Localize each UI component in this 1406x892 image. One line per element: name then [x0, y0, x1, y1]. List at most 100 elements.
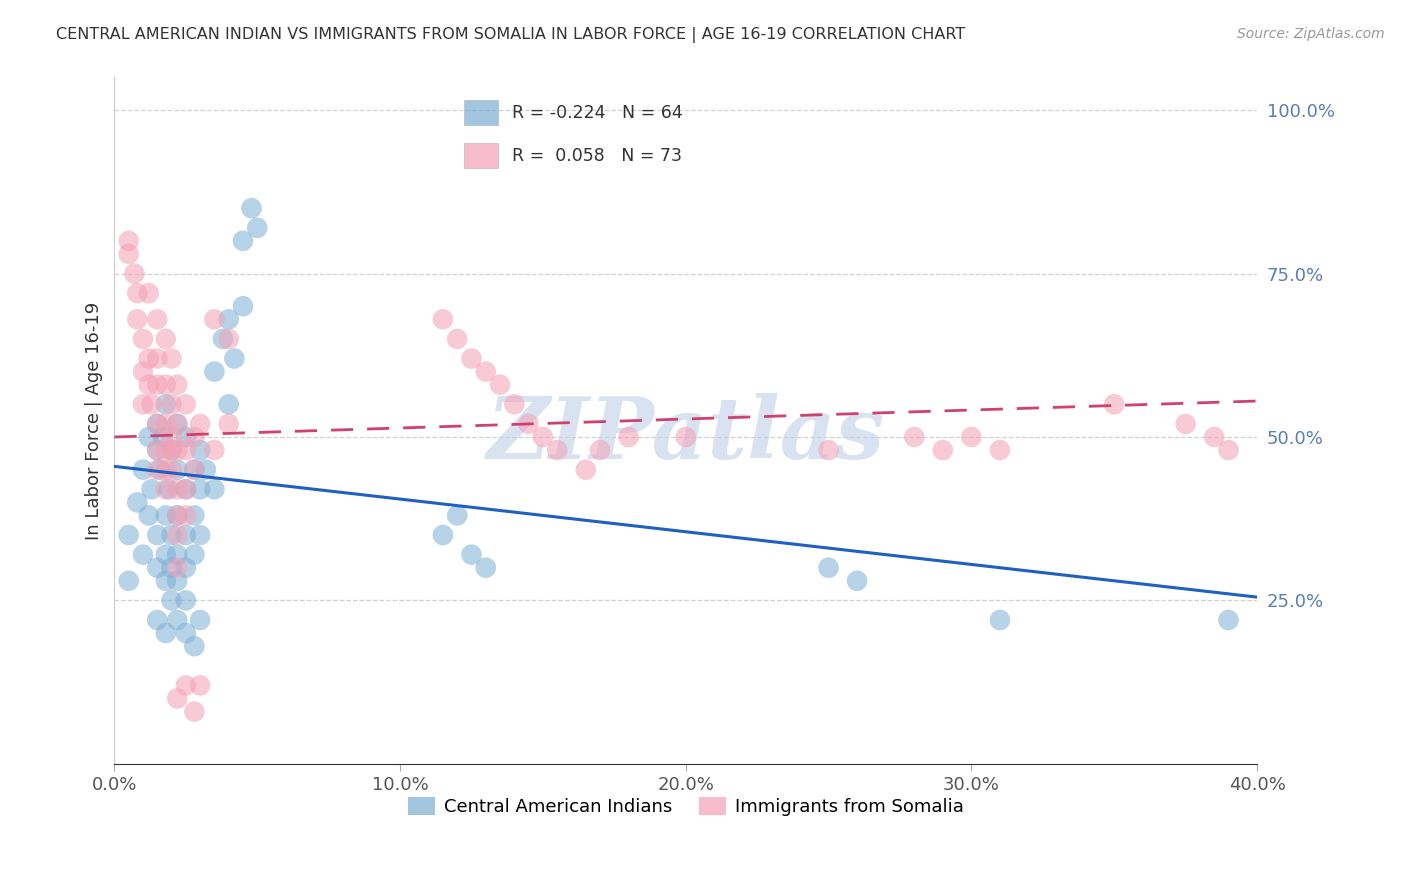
Point: [174, 626, 197, 640]
Point: [166, 560, 188, 574]
Point: [174, 508, 197, 523]
Point: [202, 365, 225, 379]
Point: [1218, 443, 1240, 458]
Point: [132, 332, 155, 346]
Point: [124, 267, 146, 281]
Point: [146, 560, 169, 574]
Point: [155, 463, 177, 477]
Point: [988, 613, 1011, 627]
Point: [817, 560, 839, 574]
Point: [160, 397, 183, 411]
Point: [166, 463, 188, 477]
Point: [188, 528, 211, 542]
Point: [118, 247, 141, 261]
Point: [155, 548, 177, 562]
Point: [166, 417, 188, 431]
Point: [531, 430, 554, 444]
Point: [160, 528, 183, 542]
Point: [460, 351, 482, 366]
Point: [240, 201, 263, 215]
Point: [132, 463, 155, 477]
Point: [160, 443, 183, 458]
Point: [166, 548, 188, 562]
Point: [246, 220, 269, 235]
Point: [146, 463, 169, 477]
Point: [183, 705, 205, 719]
Point: [132, 397, 155, 411]
Point: [183, 463, 205, 477]
Point: [589, 443, 612, 458]
Point: [155, 574, 177, 588]
Point: [183, 548, 205, 562]
Point: [432, 528, 454, 542]
Point: [183, 508, 205, 523]
Point: [188, 613, 211, 627]
Point: [202, 483, 225, 497]
Point: [166, 417, 188, 431]
Point: [232, 234, 254, 248]
Point: [160, 351, 183, 366]
Point: [188, 443, 211, 458]
Point: [132, 365, 155, 379]
Point: [988, 443, 1011, 458]
Point: [218, 417, 240, 431]
Point: [202, 443, 225, 458]
Point: [1204, 430, 1226, 444]
Point: [118, 574, 141, 588]
Point: [127, 312, 149, 326]
Point: [432, 312, 454, 326]
Text: ZIPatlas: ZIPatlas: [486, 392, 884, 476]
Point: [474, 560, 496, 574]
Point: [183, 639, 205, 653]
Point: [166, 613, 188, 627]
Point: [146, 312, 169, 326]
Point: [846, 574, 869, 588]
Point: [174, 593, 197, 607]
Point: [503, 397, 526, 411]
Point: [489, 377, 512, 392]
Point: [155, 443, 177, 458]
Y-axis label: In Labor Force | Age 16-19: In Labor Force | Age 16-19: [86, 301, 103, 540]
Point: [174, 443, 197, 458]
Point: [194, 463, 217, 477]
Point: [212, 332, 235, 346]
Point: [166, 483, 188, 497]
Point: [446, 508, 468, 523]
Point: [1102, 397, 1125, 411]
Point: [218, 397, 240, 411]
Point: [166, 574, 188, 588]
Point: [188, 417, 211, 431]
Point: [183, 430, 205, 444]
Point: [155, 508, 177, 523]
Point: [188, 483, 211, 497]
Point: [675, 430, 697, 444]
Point: [174, 430, 197, 444]
Point: [517, 417, 540, 431]
Point: [146, 377, 169, 392]
Point: [155, 483, 177, 497]
Point: [575, 463, 598, 477]
Point: [218, 312, 240, 326]
Point: [160, 560, 183, 574]
Point: [460, 548, 482, 562]
Point: [157, 483, 180, 497]
Point: [146, 443, 169, 458]
Point: [546, 443, 568, 458]
Point: [174, 483, 197, 497]
Point: [166, 443, 188, 458]
Point: [155, 332, 177, 346]
Point: [903, 430, 925, 444]
Text: Source: ZipAtlas.com: Source: ZipAtlas.com: [1237, 27, 1385, 41]
Point: [174, 528, 197, 542]
Point: [932, 443, 955, 458]
Point: [146, 528, 169, 542]
Point: [218, 332, 240, 346]
Point: [146, 613, 169, 627]
Point: [155, 397, 177, 411]
Point: [174, 678, 197, 692]
Point: [149, 463, 172, 477]
Point: [232, 299, 254, 313]
Point: [1218, 613, 1240, 627]
Point: [446, 332, 468, 346]
Point: [127, 286, 149, 301]
